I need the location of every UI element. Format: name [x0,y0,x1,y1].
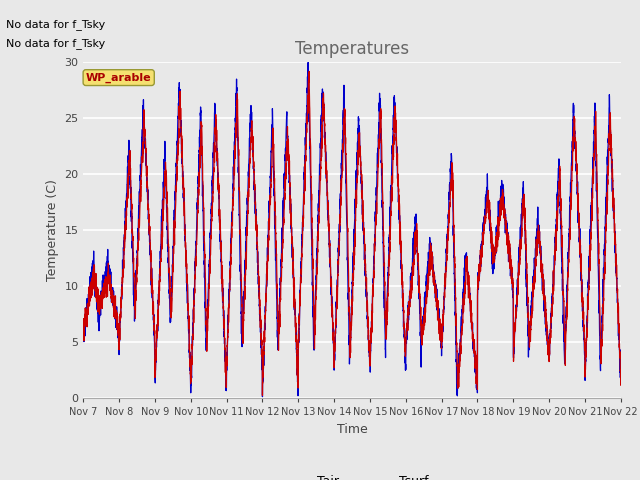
Tair [305,69,313,74]
Tsurf [503,228,511,234]
Tair [79,335,87,340]
Line: Tair: Tair [83,72,621,396]
Tsurf [616,374,624,380]
Tsurf [473,382,481,388]
Tair [616,368,624,374]
Tsurf [79,333,87,339]
Text: No data for f_Tsky: No data for f_Tsky [6,19,106,30]
X-axis label: Time: Time [337,423,367,436]
Tair [176,107,184,112]
Tsurf [443,234,451,240]
Tsurf [332,308,340,314]
Legend: Tair, Tsurf: Tair, Tsurf [271,470,433,480]
Line: Tsurf: Tsurf [83,62,621,396]
Tsurf [259,394,266,399]
Title: Temperatures: Temperatures [295,40,409,58]
Text: No data for f_Tsky: No data for f_Tsky [6,38,106,49]
Tair [259,393,266,398]
Text: WP_arable: WP_arable [86,72,152,83]
Tsurf [617,372,625,378]
Tair [332,322,340,328]
Tair [473,376,481,382]
Tair [503,227,511,232]
Tsurf [176,86,184,92]
Y-axis label: Temperature (C): Temperature (C) [45,180,59,281]
Tsurf [304,60,312,65]
Tair [617,374,625,380]
Tair [443,258,451,264]
